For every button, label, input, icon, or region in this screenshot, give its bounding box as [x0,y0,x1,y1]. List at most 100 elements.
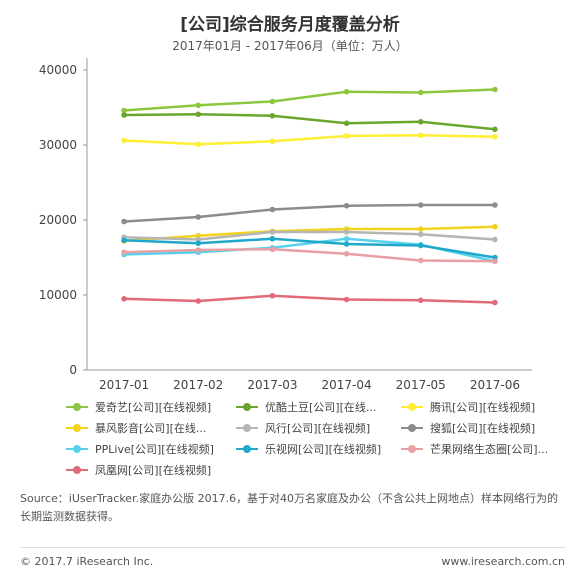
data-point [417,226,424,232]
data-point [417,132,424,139]
legend-swatch [66,465,88,475]
series-6 [121,202,498,225]
data-point [195,214,202,220]
legend-label: 爱奇艺[公司][在线视频] [95,401,212,414]
footer-divider [20,547,565,548]
data-point [195,240,202,247]
data-point [195,111,202,118]
legend-label: 腾讯[公司][在线视频] [430,401,536,414]
data-point [269,138,276,145]
series-line [124,230,496,241]
legend-swatch [236,423,258,433]
series-line [124,247,495,263]
series-line [124,133,495,146]
data-point [269,235,276,242]
series-line [123,225,495,243]
data-point [492,236,498,243]
legend-swatch [401,444,423,454]
legend-label: PPLive[公司][在线视频] [95,443,214,456]
data-point [492,258,498,265]
legend-item: 乐视网[公司][在线视频] [236,440,381,458]
y-tick-label: 10000 [39,288,77,302]
data-point [492,299,498,306]
data-point [492,202,498,208]
data-point [417,89,424,96]
series-line [124,112,496,131]
legend-swatch [401,402,423,412]
series-line [124,294,495,304]
legend-label: 乐视网[公司][在线视频] [265,443,382,456]
data-point [343,202,350,209]
x-tick-label: 2017-01 [99,378,149,392]
data-point [343,235,350,242]
x-tick-label: 2017-04 [322,378,372,392]
data-point [269,206,276,213]
data-point [492,86,498,93]
legend-swatch [236,444,258,454]
legend-label: 暴风影音[公司][在线... [95,422,207,435]
legend-label: 凤凰网[公司][在线视频] [95,464,212,477]
series-1 [121,86,498,114]
series-5 [121,229,498,243]
chart-ticks: 0 10000 20000 30000 40000 2017-01 2017-02 2017-… [39,63,520,392]
data-point [492,126,498,133]
data-point [195,298,202,304]
y-tick-label: 20000 [39,213,77,227]
x-tick-label: 2017-05 [396,378,446,392]
data-point [269,98,276,105]
legend-swatch [66,444,88,454]
legend-item: 搜狐[公司][在线视频] [401,419,535,437]
data-point [121,218,127,225]
data-point [343,296,350,303]
data-point [417,202,424,208]
data-point [417,231,424,238]
legend-swatch [66,402,88,412]
legend-item: 腾讯[公司][在线视频] [401,398,535,416]
legend-label: 优酷土豆[公司][在线... [265,401,377,414]
data-point [121,295,127,302]
data-point [492,223,498,230]
legend-item: PPLive[公司][在线视频] [66,440,214,458]
data-point [343,120,350,127]
legend-label: 搜狐[公司][在线视频] [430,422,536,435]
legend-label: 风行[公司][在线视频] [265,422,371,435]
data-point [417,257,424,264]
chart-subtitle: 2017年01月 - 2017年06月（单位：万人） [172,39,408,53]
chart-title: [公司]综合服务月度覆盖分析 [180,15,400,35]
series-10 [121,292,498,306]
legend-swatch [66,423,88,433]
data-point [343,88,350,95]
data-point [269,292,276,299]
data-point [417,297,424,304]
x-tick-label: 2017-03 [247,378,297,392]
legend-item: 芒果网络生态圈[公司]... [401,440,548,458]
website-text: www.iresearch.com.cn [441,555,565,568]
y-tick-label: 30000 [39,138,77,152]
copyright-text: © 2017.7 iResearch Inc. [20,555,154,568]
series-line [124,203,495,223]
data-point [492,133,498,140]
data-point [343,250,350,257]
data-point [121,249,127,256]
data-point [195,247,202,253]
legend-swatch [236,402,258,412]
data-point [417,118,424,125]
line-chart: 0 10000 20000 30000 40000 2017-01 2017-02 2017-… [39,58,532,392]
data-point [121,107,127,114]
legend-item: 暴风影音[公司][在线... [66,419,206,437]
data-point [343,133,350,139]
series-line [124,237,496,259]
data-point [343,241,350,247]
series-2 [121,111,498,133]
data-point [121,137,127,144]
legend-item: 凤凰网[公司][在线视频] [66,461,211,479]
x-tick-label: 2017-02 [173,378,223,392]
series-9 [121,246,498,265]
data-point [417,242,424,249]
data-point [195,141,202,148]
data-point [269,112,276,119]
y-tick-label: 0 [69,363,77,377]
legend-label: 芒果网络生态圈[公司]... [430,443,549,456]
legend-swatch [401,423,423,433]
source-note: Source：iUserTracker.家庭办公版 2017.6，基于对40万名… [20,492,559,523]
